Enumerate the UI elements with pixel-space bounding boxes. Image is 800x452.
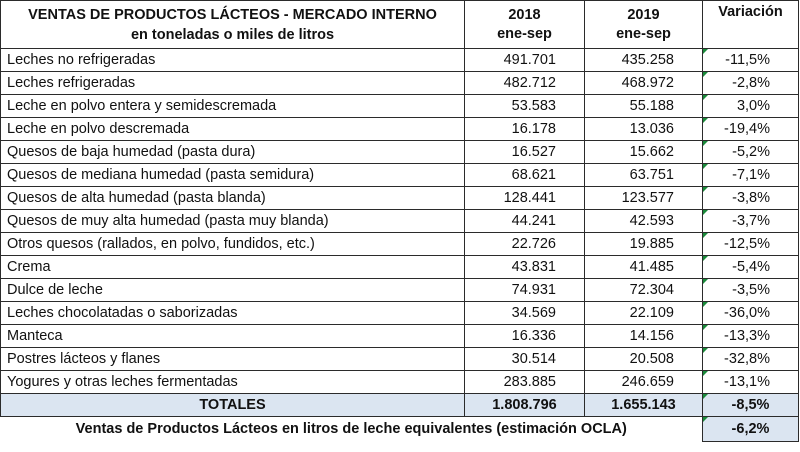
product-name-cell[interactable]: Quesos de muy alta humedad (pasta muy bl… — [0, 209, 465, 233]
variation-cell[interactable]: -3,8% — [702, 186, 799, 210]
value-2018-cell[interactable]: 22.726 — [464, 232, 585, 256]
table-row: Leche en polvo entera y semidescremada 53… — [0, 94, 799, 118]
variation-cell[interactable]: -32,8% — [702, 347, 799, 371]
product-name-cell[interactable]: Leches no refrigeradas — [0, 48, 465, 72]
table-row: Quesos de muy alta humedad (pasta muy bl… — [0, 209, 799, 233]
totals-2018-cell[interactable]: 1.808.796 — [464, 393, 585, 417]
table-title-cell[interactable]: VENTAS DE PRODUCTOS LÁCTEOS - MERCADO IN… — [0, 0, 465, 49]
value-2019-cell[interactable]: 246.659 — [584, 370, 703, 394]
product-name-cell[interactable]: Manteca — [0, 324, 465, 348]
value-2019-cell[interactable]: 20.508 — [584, 347, 703, 371]
totals-row: TOTALES 1.808.796 1.655.143 -8,5% — [0, 393, 799, 417]
product-name-cell[interactable]: Quesos de mediana humedad (pasta semidur… — [0, 163, 465, 187]
value-2018-cell[interactable]: 16.336 — [464, 324, 585, 348]
variation-cell[interactable]: -7,1% — [702, 163, 799, 187]
value-2019-cell[interactable]: 41.485 — [584, 255, 703, 279]
value-2018-cell[interactable]: 44.241 — [464, 209, 585, 233]
product-name-cell[interactable]: Quesos de baja humedad (pasta dura) — [0, 140, 465, 164]
table-row: Leches no refrigeradas 491.701 435.258 -11,… — [0, 48, 799, 72]
table-row: Quesos de baja humedad (pasta dura) 16.52… — [0, 140, 799, 164]
variation-cell[interactable]: -13,3% — [702, 324, 799, 348]
value-2018-cell[interactable]: 34.569 — [464, 301, 585, 325]
product-name-cell[interactable]: Leche en polvo entera y semidescremada — [0, 94, 465, 118]
col-header-2019[interactable]: 2019 ene-sep — [584, 0, 703, 49]
table-row: Postres lácteos y flanes 30.514 20.508 -32,… — [0, 347, 799, 371]
value-2019-cell[interactable]: 468.972 — [584, 71, 703, 95]
milk-equivalent-variation-cell[interactable]: -6,2% — [702, 416, 799, 442]
table-row: Dulce de leche 74.931 72.304 -3,5% — [0, 278, 799, 302]
table-row: Leches chocolatadas o saborizadas 34.569 2… — [0, 301, 799, 325]
variation-cell[interactable]: -5,4% — [702, 255, 799, 279]
totals-variation-cell[interactable]: -8,5% — [702, 393, 799, 417]
col-header-variation[interactable]: Variación — [702, 0, 799, 49]
milk-equivalent-row: Ventas de Productos Lácteos en litros de… — [0, 416, 799, 442]
milk-equivalent-label-cell[interactable]: Ventas de Productos Lácteos en litros de… — [0, 416, 703, 442]
variation-cell[interactable]: -12,5% — [702, 232, 799, 256]
value-2019-cell[interactable]: 22.109 — [584, 301, 703, 325]
value-2018-cell[interactable]: 283.885 — [464, 370, 585, 394]
value-2018-cell[interactable]: 30.514 — [464, 347, 585, 371]
dairy-sales-table: VENTAS DE PRODUCTOS LÁCTEOS - MERCADO IN… — [0, 0, 799, 442]
variation-cell[interactable]: -19,4% — [702, 117, 799, 141]
value-2018-cell[interactable]: 16.527 — [464, 140, 585, 164]
header-row: VENTAS DE PRODUCTOS LÁCTEOS - MERCADO IN… — [0, 0, 799, 49]
variation-cell[interactable]: 3,0% — [702, 94, 799, 118]
value-2018-cell[interactable]: 491.701 — [464, 48, 585, 72]
totals-2019-cell[interactable]: 1.655.143 — [584, 393, 703, 417]
variation-cell[interactable]: -11,5% — [702, 48, 799, 72]
table-row: Quesos de mediana humedad (pasta semidur… — [0, 163, 799, 187]
variation-cell[interactable]: -5,2% — [702, 140, 799, 164]
value-2019-cell[interactable]: 72.304 — [584, 278, 703, 302]
table-title: VENTAS DE PRODUCTOS LÁCTEOS - MERCADO IN… — [28, 6, 437, 23]
table-row: Quesos de alta humedad (pasta blanda) 128… — [0, 186, 799, 210]
product-name-cell[interactable]: Postres lácteos y flanes — [0, 347, 465, 371]
col-header-2019-year: 2019 — [627, 6, 660, 23]
product-name-cell[interactable]: Leche en polvo descremada — [0, 117, 465, 141]
product-name-cell[interactable]: Dulce de leche — [0, 278, 465, 302]
value-2019-cell[interactable]: 19.885 — [584, 232, 703, 256]
totals-label-cell[interactable]: TOTALES — [0, 393, 465, 417]
value-2018-cell[interactable]: 128.441 — [464, 186, 585, 210]
variation-cell[interactable]: -2,8% — [702, 71, 799, 95]
product-name-cell[interactable]: Leches chocolatadas o saborizadas — [0, 301, 465, 325]
col-header-2018[interactable]: 2018 ene-sep — [464, 0, 585, 49]
value-2018-cell[interactable]: 43.831 — [464, 255, 585, 279]
table-subtitle: en toneladas o miles de litros — [130, 26, 335, 43]
table-row: Crema 43.831 41.485 -5,4% — [0, 255, 799, 279]
value-2019-cell[interactable]: 42.593 — [584, 209, 703, 233]
table-body: Leches no refrigeradas 491.701 435.258 -11,… — [0, 48, 799, 394]
value-2018-cell[interactable]: 68.621 — [464, 163, 585, 187]
product-name-cell[interactable]: Leches refrigeradas — [0, 71, 465, 95]
value-2019-cell[interactable]: 55.188 — [584, 94, 703, 118]
value-2019-cell[interactable]: 14.156 — [584, 324, 703, 348]
value-2019-cell[interactable]: 123.577 — [584, 186, 703, 210]
table-row: Manteca 16.336 14.156 -13,3% — [0, 324, 799, 348]
value-2018-cell[interactable]: 482.712 — [464, 71, 585, 95]
value-2019-cell[interactable]: 15.662 — [584, 140, 703, 164]
value-2018-cell[interactable]: 53.583 — [464, 94, 585, 118]
variation-cell[interactable]: -3,7% — [702, 209, 799, 233]
col-header-variation-label: Variación — [718, 4, 783, 20]
value-2019-cell[interactable]: 13.036 — [584, 117, 703, 141]
col-header-2018-year: 2018 — [508, 6, 541, 23]
value-2018-cell[interactable]: 16.178 — [464, 117, 585, 141]
product-name-cell[interactable]: Quesos de alta humedad (pasta blanda) — [0, 186, 465, 210]
col-header-2019-period: ene-sep — [616, 25, 671, 42]
variation-cell[interactable]: -13,1% — [702, 370, 799, 394]
value-2019-cell[interactable]: 435.258 — [584, 48, 703, 72]
table-row: Yogures y otras leches fermentadas 283.88… — [0, 370, 799, 394]
value-2018-cell[interactable]: 74.931 — [464, 278, 585, 302]
col-header-2018-period: ene-sep — [497, 25, 552, 42]
value-2019-cell[interactable]: 63.751 — [584, 163, 703, 187]
table-row: Otros quesos (rallados, en polvo, fundid… — [0, 232, 799, 256]
product-name-cell[interactable]: Yogures y otras leches fermentadas — [0, 370, 465, 394]
table-row: Leche en polvo descremada 16.178 13.036 -19… — [0, 117, 799, 141]
table-row: Leches refrigeradas 482.712 468.972 -2,8% — [0, 71, 799, 95]
product-name-cell[interactable]: Otros quesos (rallados, en polvo, fundid… — [0, 232, 465, 256]
variation-cell[interactable]: -3,5% — [702, 278, 799, 302]
variation-cell[interactable]: -36,0% — [702, 301, 799, 325]
product-name-cell[interactable]: Crema — [0, 255, 465, 279]
